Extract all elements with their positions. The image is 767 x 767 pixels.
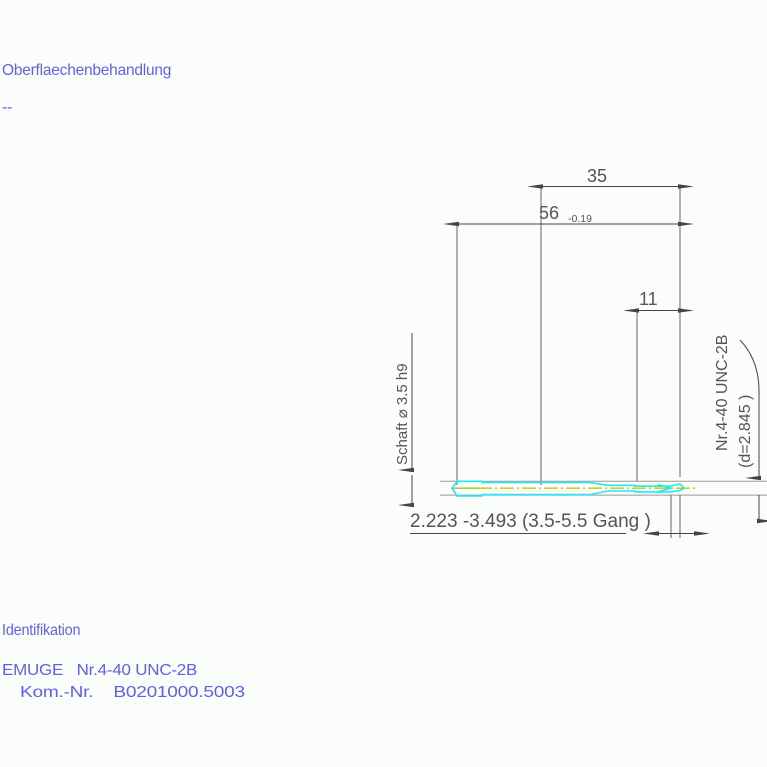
svg-text:(d=2.845 ): (d=2.845 ): [737, 395, 754, 468]
svg-text:-0.19: -0.19: [568, 213, 592, 225]
svg-text:Schaft ⌀ 3.5 h9: Schaft ⌀ 3.5 h9: [394, 363, 411, 465]
svg-text:Nr.4-40 UNC-2B: Nr.4-40 UNC-2B: [714, 335, 731, 451]
svg-text:35: 35: [587, 166, 607, 186]
svg-text:11: 11: [639, 289, 658, 309]
svg-text:2.223 -3.493 (3.5-5.5 Gang: 2.223 -3.493 (3.5-5.5 Gang ): [410, 511, 651, 532]
svg-text:56: 56: [539, 203, 559, 223]
